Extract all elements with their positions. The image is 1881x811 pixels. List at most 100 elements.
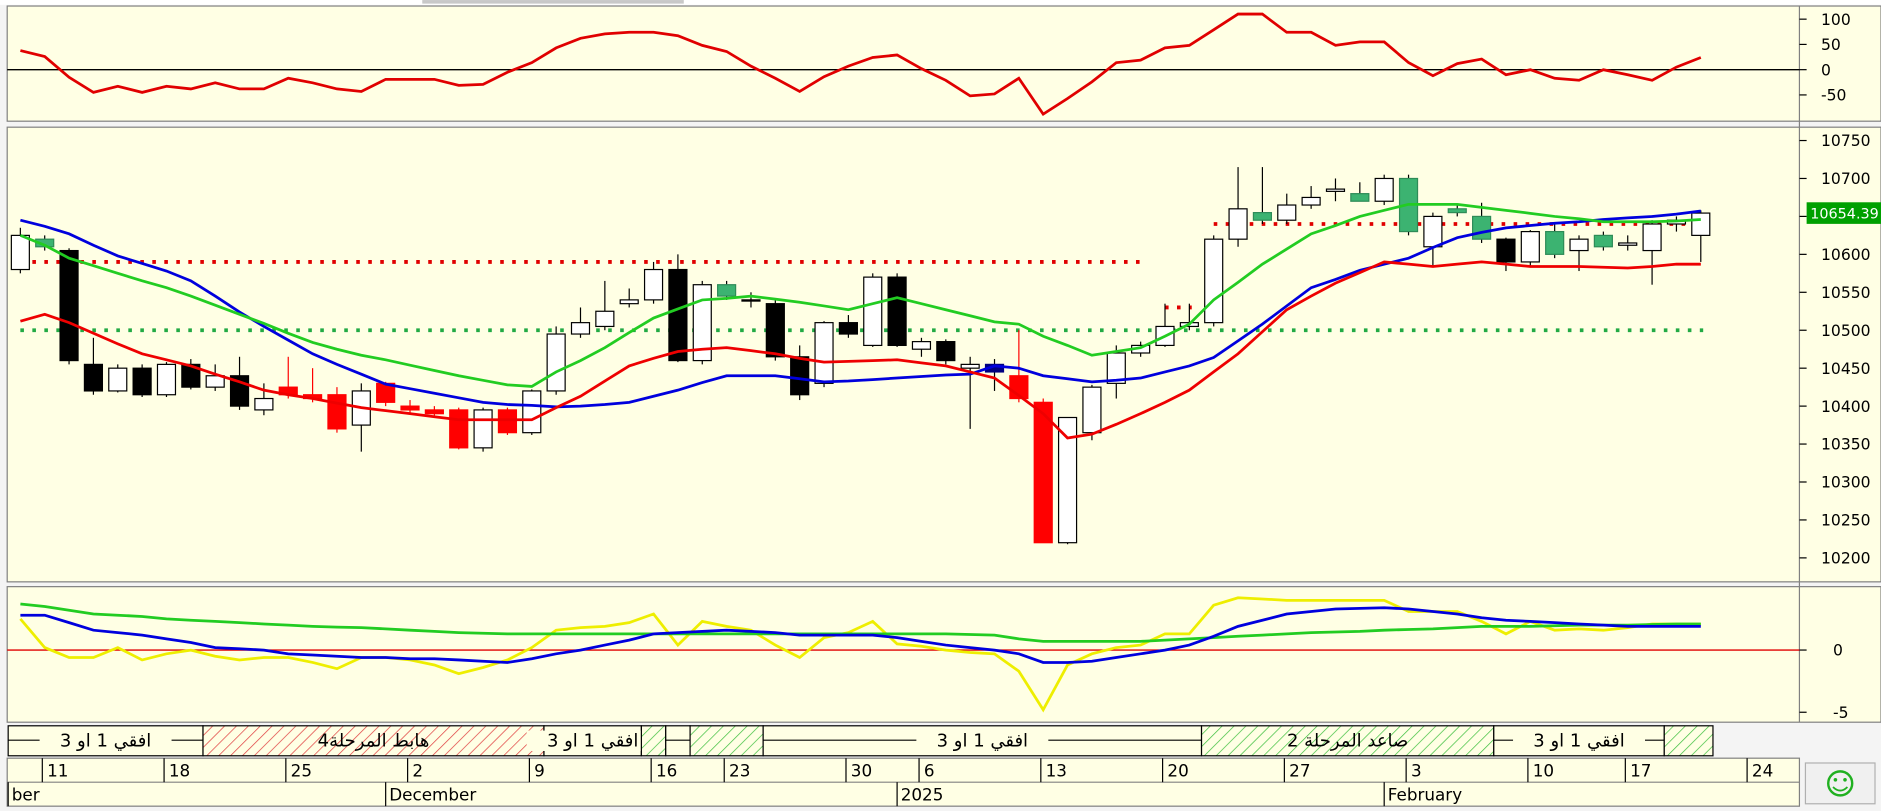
candle-body	[1204, 238, 1224, 324]
y-tick-label: 10200	[1821, 550, 1871, 568]
y-tick-label: 10300	[1821, 474, 1871, 492]
phase-label: افقي 1 او 3	[547, 730, 638, 751]
candle-body	[936, 341, 956, 362]
phase-label: هابط المرحلة4	[318, 730, 430, 751]
y-tick-label: 0	[1833, 642, 1843, 660]
candle-body	[1423, 215, 1443, 248]
y-tick-label: 10250	[1821, 512, 1871, 530]
smiley-mouth	[1832, 786, 1849, 792]
candle-body	[1545, 230, 1565, 255]
candle-body	[595, 310, 615, 328]
y-tick-label: 10700	[1821, 170, 1871, 188]
last-price-box	[1806, 202, 1881, 224]
smiley-icon[interactable]	[1827, 770, 1854, 797]
candle-body	[1618, 242, 1638, 246]
candle-body	[59, 249, 79, 362]
candle-body	[1057, 416, 1078, 544]
candle-body	[1082, 386, 1102, 434]
candle-body	[522, 390, 542, 434]
y-tick-label: -50	[1821, 87, 1846, 105]
phase-label: افقي 1 او 3	[937, 730, 1028, 751]
candle-body	[570, 322, 591, 335]
scrollbar	[422, 0, 684, 4]
phase-label: افقي 1 او 3	[1533, 730, 1624, 751]
x-tick-label: 16	[656, 760, 677, 780]
candle-body	[1252, 212, 1273, 221]
phase-band	[665, 725, 691, 757]
candle-body	[1277, 204, 1297, 221]
candle-body	[327, 394, 347, 430]
x-tick-label: 11	[47, 760, 68, 780]
indicator-line	[20, 606, 1701, 664]
candle-body	[838, 322, 858, 335]
candle-body	[10, 234, 30, 271]
x-tick-label: 6	[924, 760, 935, 780]
candle-body	[181, 363, 201, 388]
candle-body	[83, 363, 104, 392]
last-price-label: 10654.39	[1810, 206, 1879, 222]
candle-body	[205, 375, 225, 388]
indicator-line	[20, 12, 1702, 116]
candle-body	[497, 409, 518, 434]
x-tick-label: 2	[412, 760, 423, 780]
candle-body	[1106, 352, 1126, 384]
top-strip	[0, 0, 1881, 5]
candle-body	[1228, 208, 1248, 240]
phase-band	[1200, 725, 1495, 757]
candle-body	[132, 367, 152, 396]
candle-body	[1374, 177, 1394, 202]
x-tick-label: 17	[1630, 760, 1651, 780]
candle-body	[1691, 212, 1711, 236]
candle-body	[643, 268, 664, 301]
phase-label-bg	[526, 730, 659, 751]
phase-label-bg	[39, 730, 172, 751]
candle-body	[1569, 238, 1589, 252]
candle-body	[668, 268, 688, 362]
candle-body	[108, 367, 128, 392]
candle-body	[960, 363, 980, 369]
y-tick-label: 10600	[1821, 246, 1871, 264]
month-label: February	[1388, 784, 1462, 804]
phase-band	[202, 725, 545, 757]
x-tick-label: 23	[729, 760, 750, 780]
candle-body	[424, 409, 444, 415]
candle-body	[546, 333, 566, 392]
candle-body	[1325, 188, 1346, 192]
candle-body	[1447, 208, 1467, 214]
y-tick-label: 50	[1821, 36, 1841, 54]
indicator-line	[20, 260, 1701, 440]
month-label: ber	[12, 784, 40, 804]
y-tick-label: 10450	[1821, 360, 1871, 378]
y-tick-label: 10750	[1821, 132, 1871, 150]
x-tick-label: 20	[1167, 760, 1188, 780]
oscillator-pane	[6, 5, 1881, 122]
candle-body	[1496, 238, 1516, 263]
candle-body	[1350, 193, 1370, 202]
x-tick-label: 13	[1046, 760, 1067, 780]
candle-body	[692, 284, 712, 362]
candle-body	[1033, 401, 1053, 544]
candle-body	[1472, 215, 1492, 240]
phase-band	[1663, 725, 1714, 757]
month-label: 2025	[901, 784, 944, 804]
x-tick-label: 24	[1752, 760, 1773, 780]
phase-label: صاعد المرحلة 2	[1287, 730, 1408, 751]
candle-body	[156, 363, 177, 396]
candle-body	[741, 299, 761, 302]
candle-body	[911, 341, 932, 350]
candle-body	[1593, 234, 1613, 248]
y-tick-label: 10500	[1821, 322, 1871, 340]
y-tick-label: 10550	[1821, 284, 1871, 302]
indicator-line	[20, 209, 1701, 409]
x-tick-label: 3	[1411, 760, 1422, 780]
phase-band	[640, 725, 667, 757]
x-tick-label: 18	[169, 760, 190, 780]
phase-label: افقي 1 او 3	[60, 730, 151, 751]
y-tick-label: -5	[1833, 704, 1849, 722]
smiley-button[interactable]	[1804, 762, 1876, 805]
x-tick-label: 25	[291, 760, 312, 780]
candle-body	[863, 276, 883, 347]
smiley-eye	[1833, 777, 1838, 782]
